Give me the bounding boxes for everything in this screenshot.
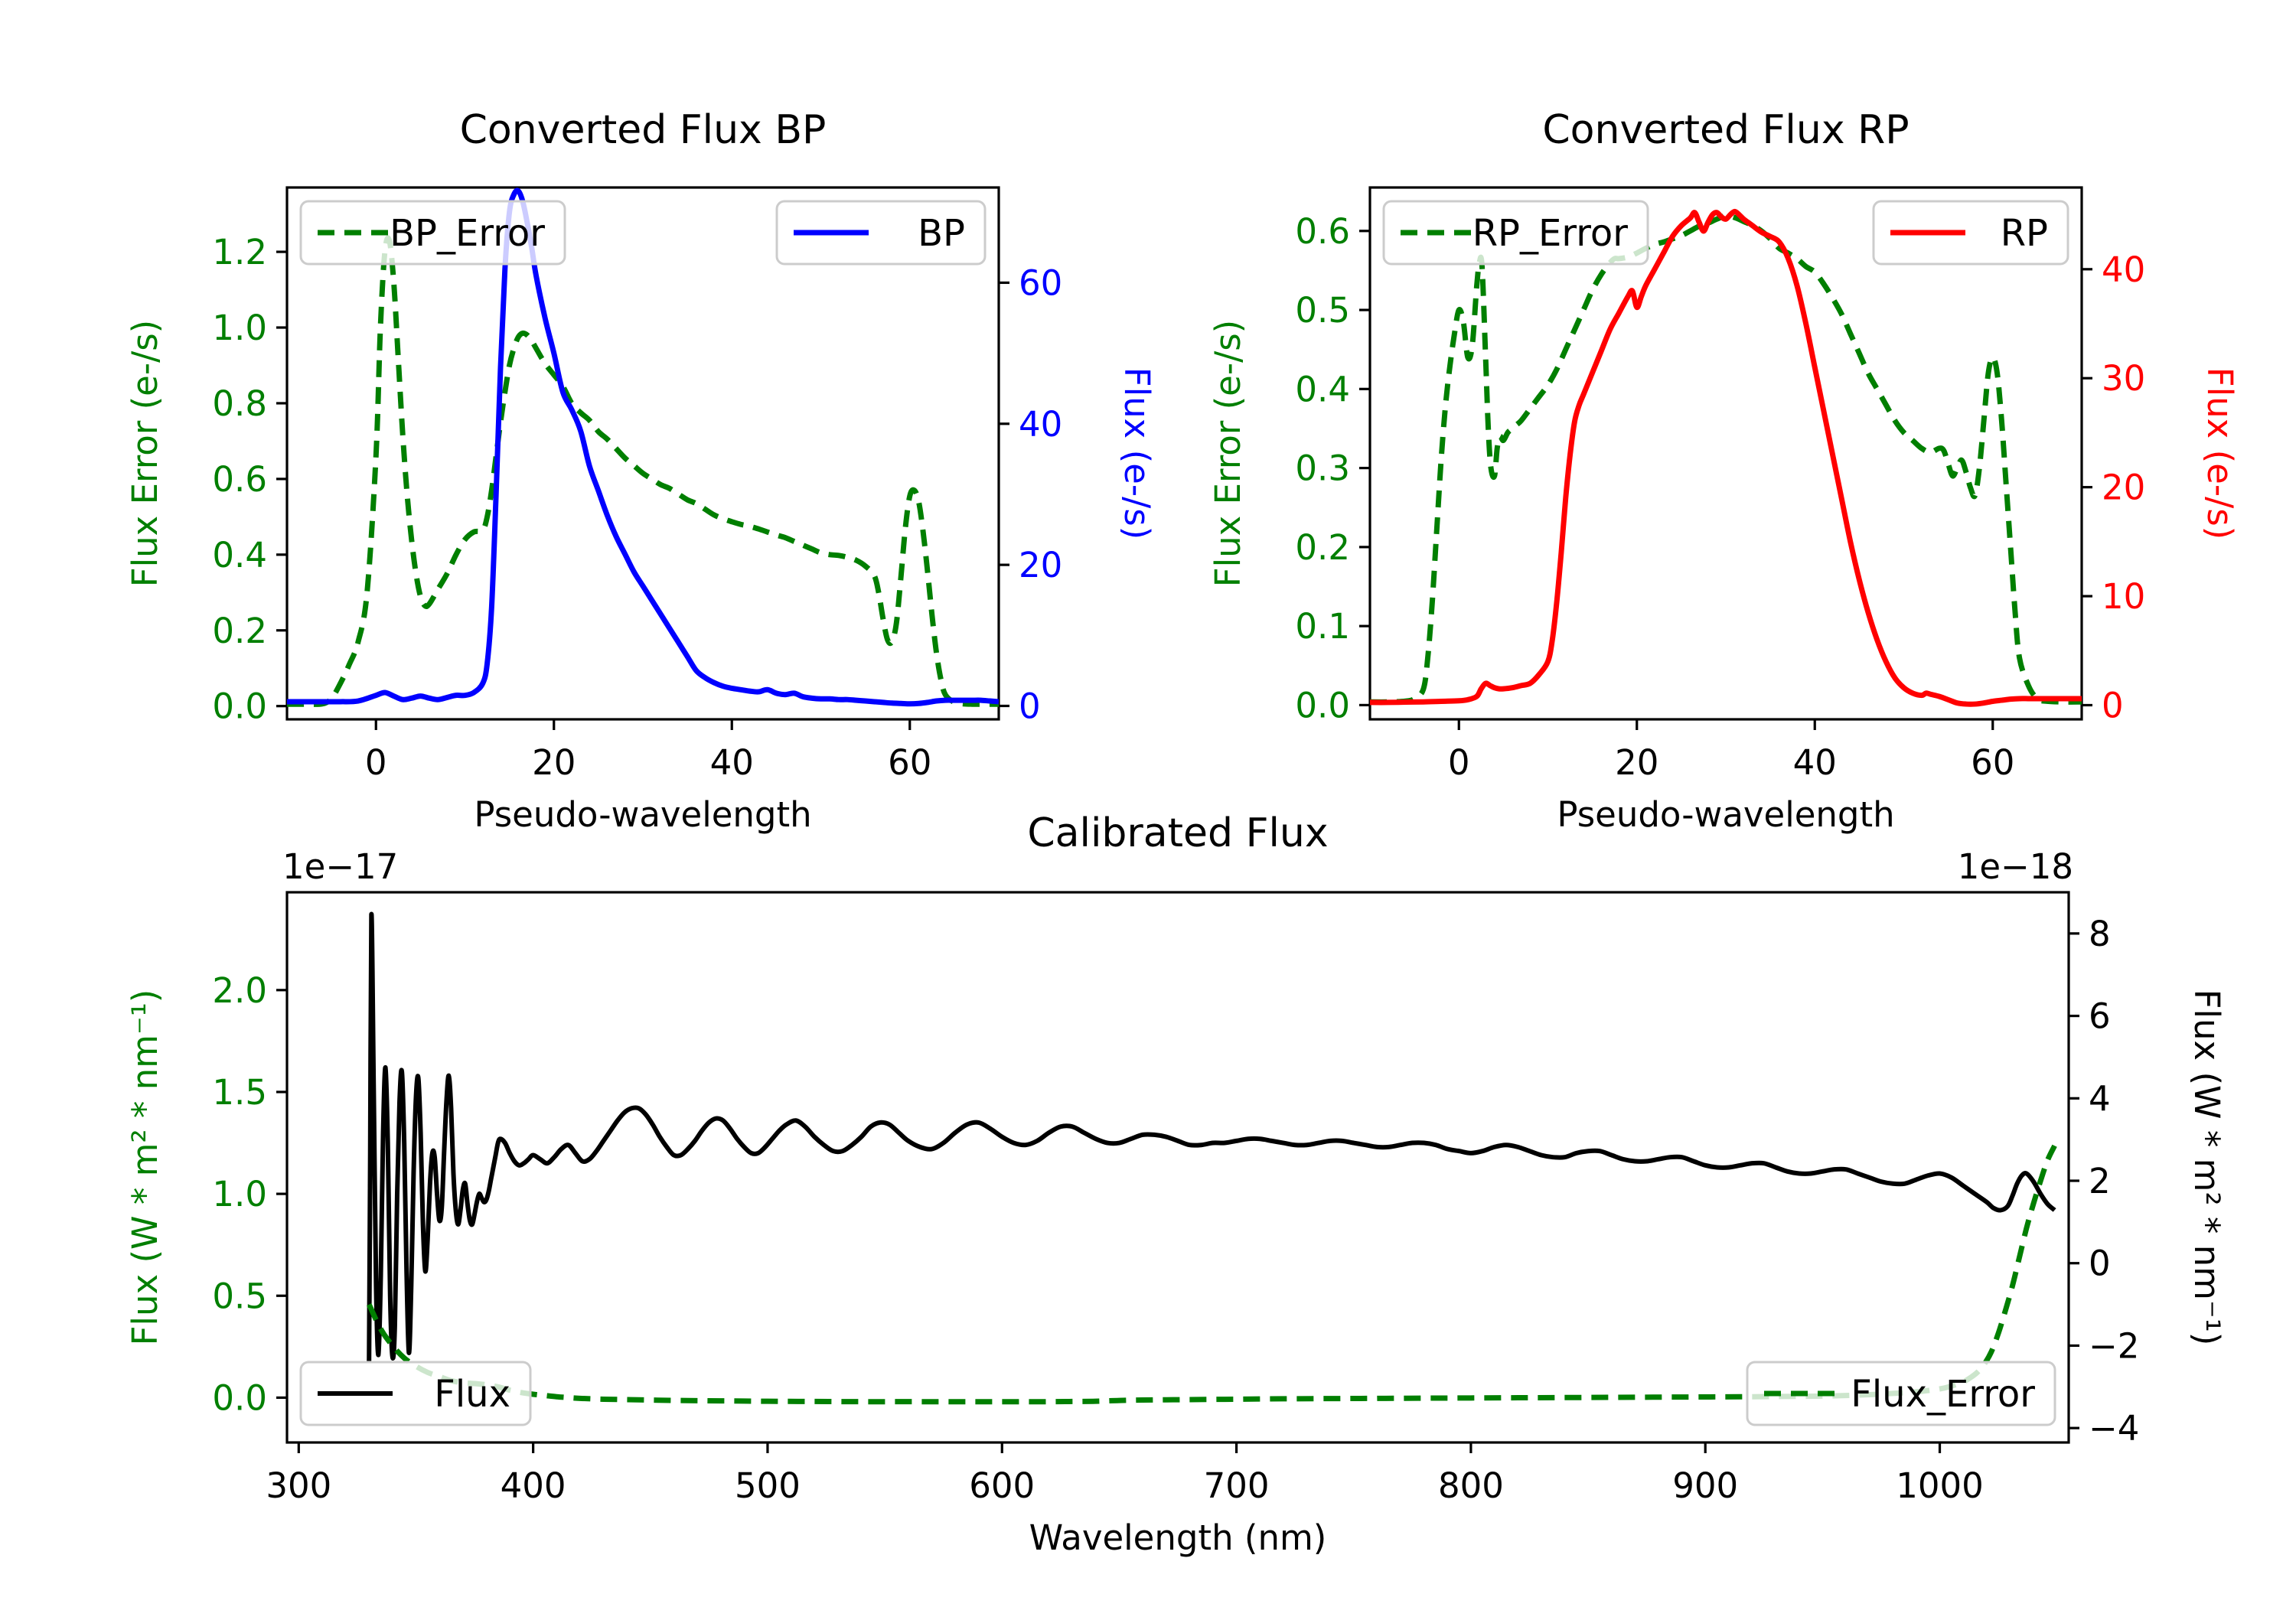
y2-tick-label: −4 bbox=[2089, 1408, 2139, 1449]
x-tick-label: 700 bbox=[1204, 1465, 1270, 1506]
legend-rp-error[interactable]: RP_Error bbox=[1382, 200, 1649, 266]
x-tick-label: 0 bbox=[1448, 742, 1470, 783]
x-tick-label: 60 bbox=[888, 742, 931, 783]
legend-bp[interactable]: BP bbox=[775, 200, 987, 266]
series-line-flux bbox=[367, 911, 2056, 1361]
y2-tick-label: 40 bbox=[1019, 404, 1062, 445]
plot-area bbox=[1370, 208, 2082, 707]
y2-tick-label: 8 bbox=[2089, 914, 2111, 954]
y-tick-label: 0.8 bbox=[212, 383, 267, 424]
legend-label-flux_error: Flux_Error bbox=[1851, 1373, 2035, 1416]
y-offset-text: 1e−17 bbox=[282, 846, 398, 887]
y-tick-label: 1.0 bbox=[212, 1174, 267, 1214]
x-tick-label: 0 bbox=[365, 742, 387, 783]
y2-tick-label: 6 bbox=[2089, 996, 2111, 1037]
y2-tick-label: 2 bbox=[2089, 1161, 2111, 1201]
y2-tick-label: 30 bbox=[2102, 358, 2145, 399]
plot-area bbox=[367, 911, 2057, 1405]
y2-axis-label: Flux (W * m² * nm⁻¹) bbox=[2187, 989, 2227, 1346]
legend-flux-error[interactable]: Flux_Error bbox=[1746, 1361, 2056, 1426]
y-tick-label: 0.4 bbox=[1295, 369, 1350, 409]
x-axis-label: Wavelength (nm) bbox=[1029, 1517, 1327, 1558]
y2-offset-text: 1e−18 bbox=[1958, 846, 2073, 887]
y-tick-label: 0.0 bbox=[212, 686, 267, 727]
x-tick-label: 40 bbox=[710, 742, 754, 783]
legend-frame bbox=[299, 1361, 532, 1426]
y-tick-label: 1.2 bbox=[212, 232, 267, 272]
y-tick-label: 0.3 bbox=[1295, 448, 1350, 489]
panel-title: Converted Flux BP bbox=[460, 107, 827, 153]
panel-calibrated_flux: Calibrated Flux 300 400 500 600 700 800 900 1000… bbox=[125, 810, 2227, 1558]
x-tick-label: 800 bbox=[1438, 1465, 1504, 1506]
y2-tick-label: 20 bbox=[2102, 468, 2145, 508]
axes-frame bbox=[285, 891, 2070, 1444]
y2-tick-label: 60 bbox=[1019, 262, 1062, 303]
y-tick-label: 0.0 bbox=[1295, 685, 1350, 725]
legend-frame bbox=[1382, 200, 1649, 266]
x-tick-label: 20 bbox=[1615, 742, 1658, 783]
x-tick-label: 500 bbox=[735, 1465, 801, 1506]
legend-label-rp_error: RP_Error bbox=[1473, 212, 1629, 255]
y2-tick-label: 20 bbox=[1019, 545, 1062, 585]
plot-area bbox=[287, 187, 999, 707]
legend-label-bp_error: BP_Error bbox=[390, 212, 545, 255]
y-tick-label: 0.4 bbox=[212, 535, 267, 575]
y2-tick-label: 0 bbox=[2102, 685, 2124, 725]
legend-rp[interactable]: RP bbox=[1872, 200, 2069, 266]
x-axis-label: Pseudo-wavelength bbox=[474, 794, 811, 835]
y-tick-label: 2.0 bbox=[212, 970, 267, 1011]
x-tick-label: 400 bbox=[501, 1465, 566, 1506]
y2-tick-label: 4 bbox=[2089, 1078, 2111, 1119]
panel-converted_flux_bp: Converted Flux BP 0 20 40 60 Pseudo-wavelengt… bbox=[125, 107, 1157, 835]
y-tick-label: 0.1 bbox=[1295, 606, 1350, 647]
y-axis-label: Flux Error (e-/s) bbox=[125, 320, 165, 587]
legend-frame bbox=[299, 200, 566, 266]
legend-flux[interactable]: Flux bbox=[299, 1361, 532, 1426]
panel-converted_flux_rp: Converted Flux RP 0 20 40 60 Pseudo-wavelengt… bbox=[1208, 107, 2240, 835]
panel-title: Calibrated Flux bbox=[1027, 810, 1328, 856]
y-axis-label: Flux (W * m² * nm⁻¹) bbox=[125, 989, 165, 1346]
x-tick-label: 600 bbox=[969, 1465, 1035, 1506]
y2-tick-label: 0 bbox=[1019, 686, 1041, 726]
legend-frame bbox=[1746, 1361, 2056, 1426]
y-tick-label: 1.0 bbox=[212, 308, 267, 348]
y2-tick-label: 0 bbox=[2089, 1244, 2111, 1284]
series-line-rp_error bbox=[1370, 213, 2082, 705]
series-line-bp bbox=[287, 187, 999, 707]
legend-label-rp: RP bbox=[2001, 212, 2048, 255]
x-tick-label: 20 bbox=[532, 742, 576, 783]
x-tick-label: 1000 bbox=[1896, 1465, 1984, 1506]
y-axis-label: Flux Error (e-/s) bbox=[1208, 320, 1248, 587]
y2-axis-label: Flux (e-/s) bbox=[2200, 367, 2240, 539]
y-tick-label: 0.5 bbox=[212, 1276, 267, 1316]
panel-title: Converted Flux RP bbox=[1542, 107, 1909, 153]
y2-tick-label: −2 bbox=[2089, 1325, 2139, 1366]
axes-frame bbox=[285, 186, 1000, 721]
y-tick-label: 0.0 bbox=[212, 1377, 267, 1418]
y-tick-label: 0.6 bbox=[212, 459, 267, 500]
y2-tick-label: 10 bbox=[2102, 576, 2145, 617]
y-tick-label: 1.5 bbox=[212, 1072, 267, 1113]
x-tick-label: 300 bbox=[266, 1465, 331, 1506]
x-axis-label: Pseudo-wavelength bbox=[1557, 794, 1894, 835]
y-tick-label: 0.2 bbox=[212, 611, 267, 651]
y-tick-label: 0.6 bbox=[1295, 211, 1350, 252]
x-tick-label: 40 bbox=[1793, 742, 1837, 783]
y-tick-label: 0.5 bbox=[1295, 290, 1350, 331]
legend-frame bbox=[775, 200, 987, 266]
x-tick-label: 900 bbox=[1672, 1465, 1738, 1506]
legend-label-bp: BP bbox=[918, 212, 965, 255]
legend-frame bbox=[1872, 200, 2069, 266]
series-line-bp_error bbox=[287, 235, 999, 707]
y2-tick-label: 40 bbox=[2102, 249, 2145, 290]
legend-bp-error[interactable]: BP_Error bbox=[299, 200, 566, 266]
x-tick-label: 60 bbox=[1971, 742, 2014, 783]
series-line-rp bbox=[1370, 208, 2082, 707]
legend-label-flux: Flux bbox=[434, 1373, 510, 1416]
axes-frame bbox=[1368, 186, 2083, 721]
y2-axis-label: Flux (e-/s) bbox=[1117, 367, 1157, 539]
y-tick-label: 0.2 bbox=[1295, 527, 1350, 568]
